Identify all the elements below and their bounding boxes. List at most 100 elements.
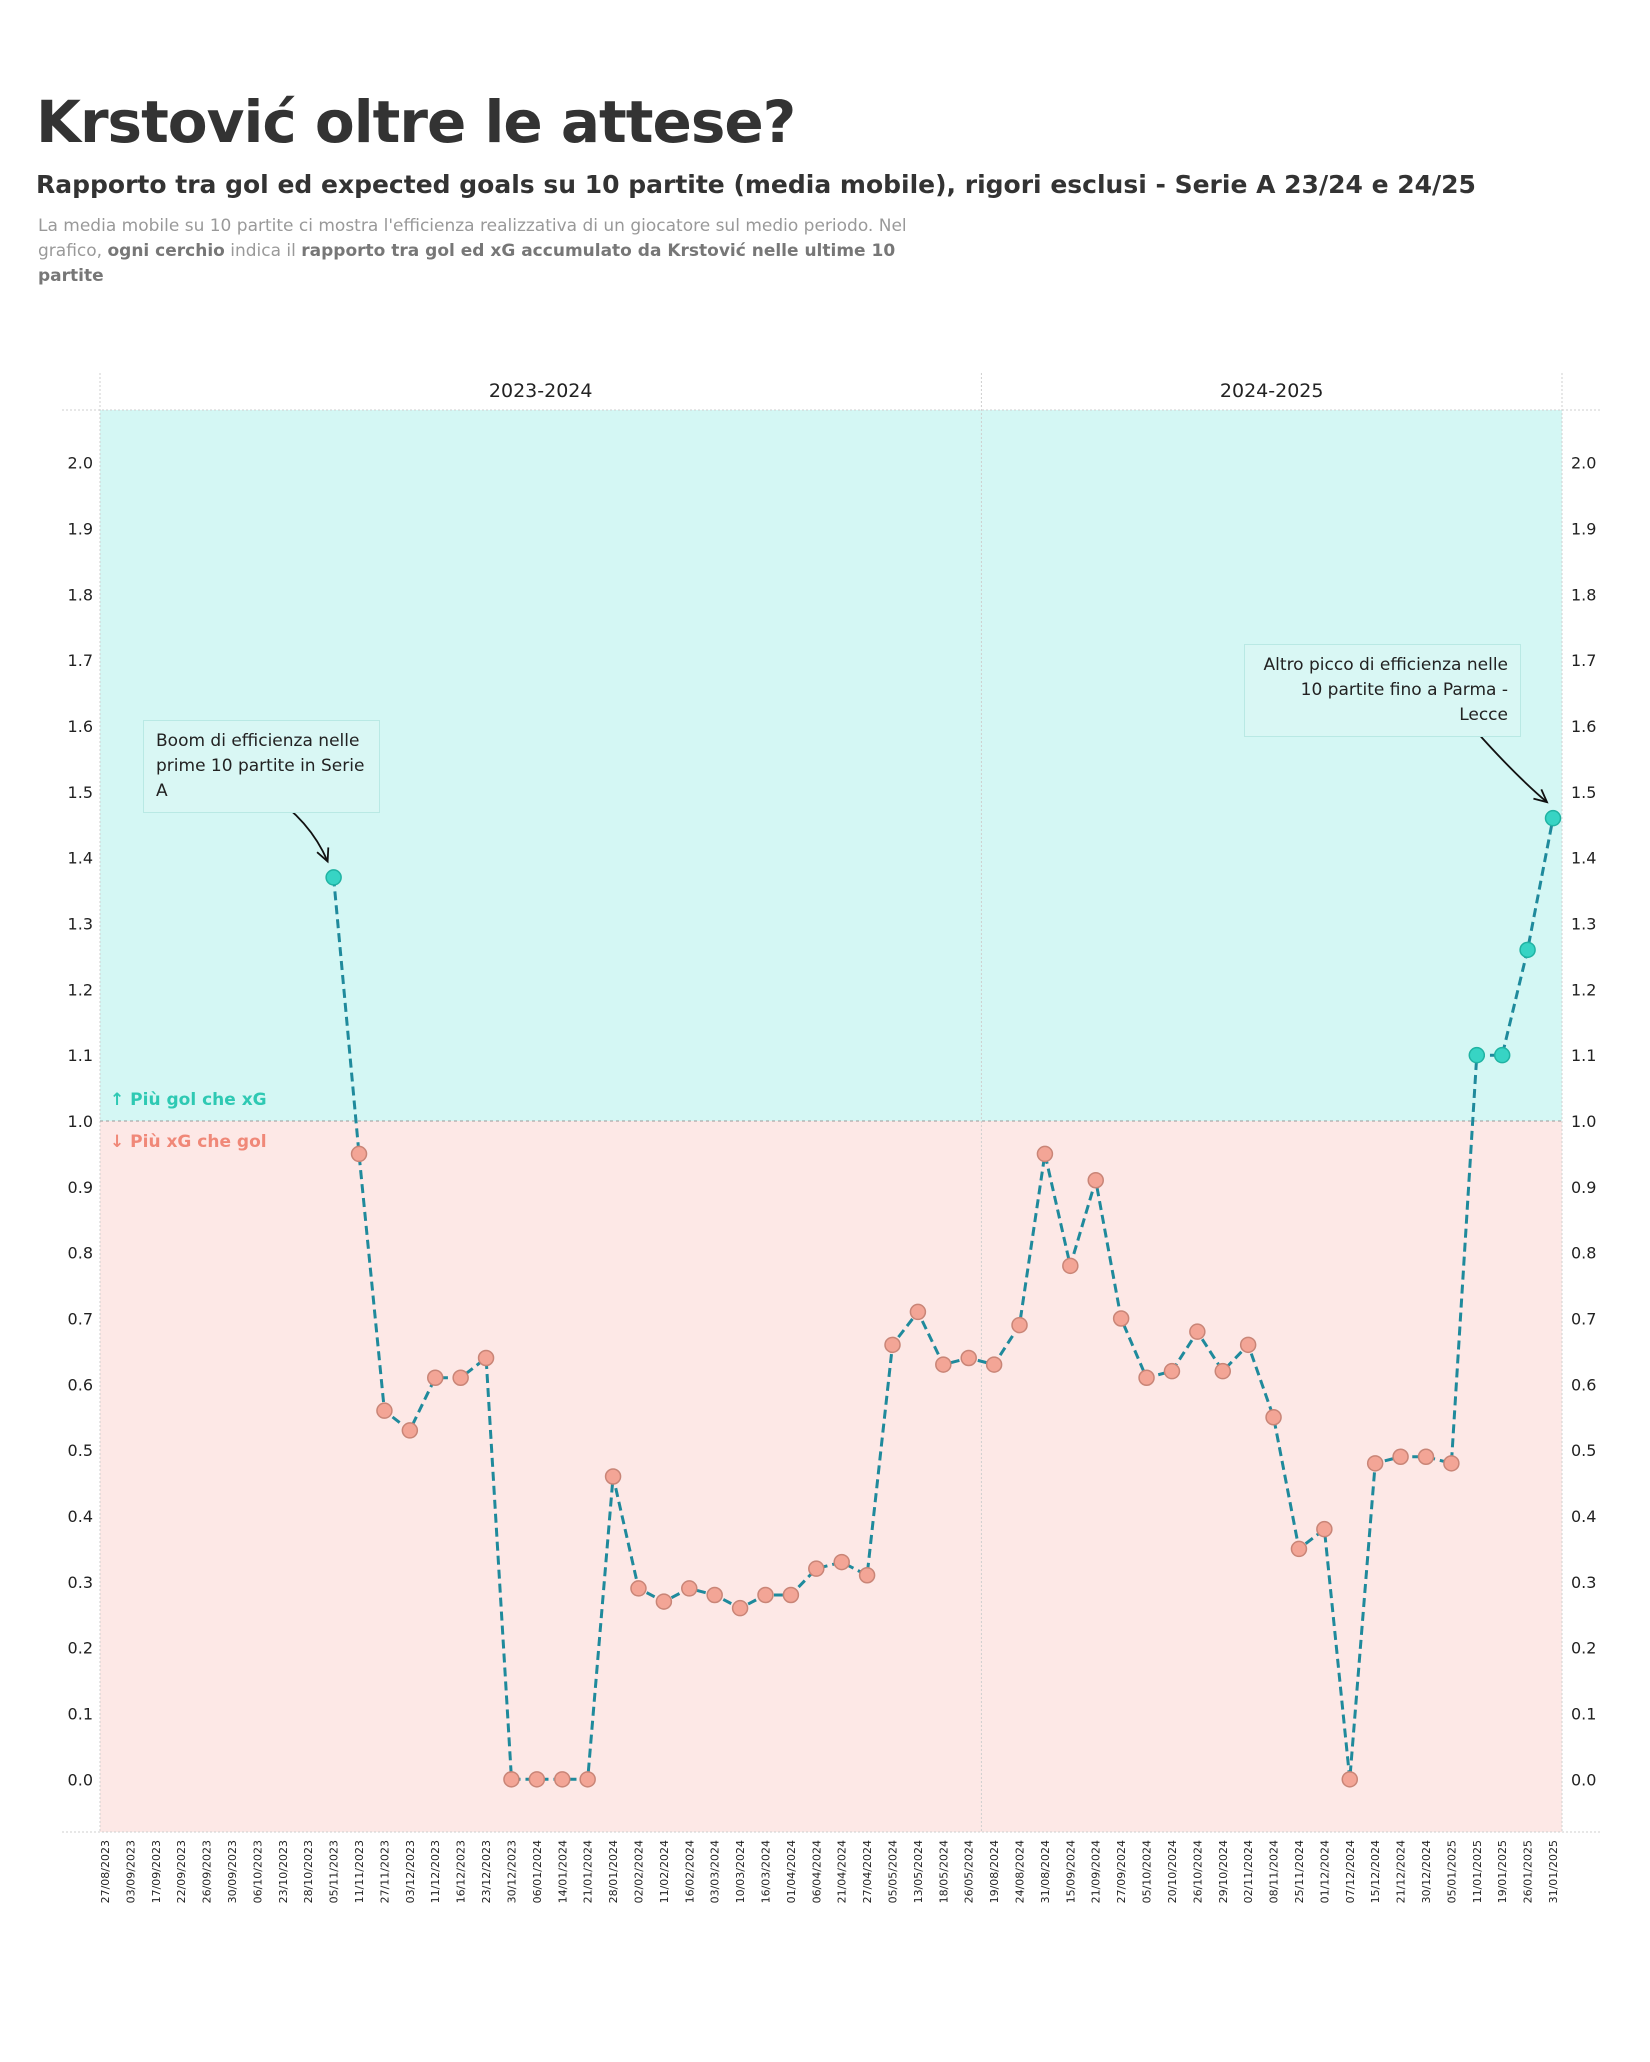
x-tick-label: 17/09/2023	[150, 1840, 163, 1903]
y-tick-left: 0.2	[68, 1639, 93, 1658]
x-tick-label: 26/05/2024	[963, 1840, 976, 1903]
x-tick-label: 08/11/2024	[1268, 1840, 1281, 1903]
annotation-right-line-1: Altro picco di efficienza nelle	[1263, 655, 1508, 675]
x-tick-label: 15/09/2024	[1064, 1840, 1077, 1903]
x-tick-label: 21/12/2024	[1395, 1840, 1408, 1903]
desc-bold-1: ogni cerchio	[107, 241, 225, 261]
x-tick-label: 06/10/2023	[251, 1840, 264, 1903]
data-point	[960, 1349, 977, 1367]
x-tick-label: 30/12/2023	[505, 1840, 518, 1903]
x-tick-label: 11/02/2024	[658, 1840, 671, 1903]
x-tick-label: 11/01/2025	[1471, 1840, 1484, 1903]
x-tick-label: 14/01/2024	[556, 1840, 569, 1903]
x-tick-label: 27/04/2024	[861, 1840, 874, 1903]
x-tick-label: 25/11/2024	[1293, 1840, 1306, 1903]
y-tick-right: 0.0	[1571, 1770, 1596, 1789]
data-point	[1062, 1257, 1079, 1275]
data-point	[706, 1586, 723, 1604]
x-tick-label: 16/02/2024	[683, 1840, 696, 1903]
x-tick-label: 05/10/2024	[1141, 1840, 1154, 1903]
data-point	[1239, 1336, 1257, 1354]
annotation-left-arrow-head	[316, 847, 330, 864]
data-point	[503, 1771, 520, 1788]
y-tick-right: 0.5	[1571, 1441, 1596, 1460]
annotation-right: Altro picco di efficienza nelle 10 parti…	[1244, 644, 1521, 737]
data-point	[1290, 1540, 1308, 1558]
y-tick-left: 0.6	[68, 1375, 93, 1394]
y-tick-right: 1.1	[1571, 1046, 1596, 1065]
data-point	[782, 1586, 800, 1604]
data-point	[554, 1771, 571, 1788]
x-tick-label: 30/09/2023	[226, 1840, 239, 1903]
x-tick-label: 27/08/2023	[99, 1840, 112, 1903]
x-tick-label: 26/01/2025	[1522, 1840, 1535, 1903]
annotation-left: Boom di efficienza nelle prime 10 partit…	[143, 720, 380, 813]
y-tick-left: 0.7	[68, 1310, 93, 1329]
data-point	[985, 1356, 1003, 1373]
data-point	[1011, 1316, 1028, 1334]
chart-subtitle: Rapporto tra gol ed expected goals su 10…	[36, 170, 1476, 199]
y-tick-right: 1.2	[1571, 980, 1596, 999]
y-tick-right: 1.4	[1571, 849, 1596, 868]
x-tick-label: 23/10/2023	[277, 1840, 290, 1903]
y-tick-left: 0.4	[68, 1507, 93, 1526]
x-tick-label: 13/05/2024	[912, 1840, 925, 1903]
y-tick-right: 0.7	[1571, 1310, 1596, 1329]
zone-label-down: ↓ Più xG che gol	[110, 1132, 267, 1152]
y-tick-left: 1.5	[68, 783, 93, 802]
x-tick-label: 21/04/2024	[836, 1840, 849, 1903]
data-point	[833, 1553, 850, 1571]
x-tick-label: 03/12/2023	[404, 1840, 417, 1903]
data-point	[579, 1771, 596, 1788]
x-tick-label: 19/08/2024	[988, 1840, 1001, 1903]
annotation-right-arrow	[1474, 729, 1548, 803]
x-tick-label: 31/01/2025	[1547, 1840, 1560, 1903]
x-tick-label: 02/11/2024	[1242, 1840, 1255, 1903]
data-point	[376, 1402, 393, 1419]
annotation-right-arrow-head	[1533, 789, 1549, 804]
chart-description: La media mobile su 10 partite ci mostra …	[38, 214, 938, 289]
x-tick-label: 11/12/2023	[429, 1840, 442, 1903]
x-tick-label: 16/03/2024	[759, 1840, 772, 1903]
data-point	[350, 1145, 368, 1163]
x-tick-label: 31/08/2024	[1039, 1840, 1052, 1903]
y-tick-left: 1.2	[68, 980, 93, 999]
data-point	[1316, 1520, 1333, 1538]
data-point	[1138, 1369, 1155, 1386]
x-tick-label: 27/11/2023	[378, 1840, 391, 1903]
data-point	[1443, 1455, 1460, 1472]
y-tick-left: 0.3	[68, 1573, 93, 1592]
data-point	[1214, 1362, 1232, 1380]
y-tick-left: 0.5	[68, 1441, 93, 1460]
x-tick-label: 07/12/2024	[1344, 1840, 1357, 1903]
x-tick-label: 01/12/2024	[1318, 1840, 1331, 1903]
y-tick-left: 1.4	[68, 849, 93, 868]
x-tick-label: 03/03/2024	[709, 1840, 722, 1903]
data-point	[1189, 1323, 1206, 1340]
x-tick-label: 03/09/2023	[124, 1840, 137, 1903]
y-tick-left: 0.0	[68, 1770, 93, 1789]
y-tick-right: 2.0	[1571, 454, 1596, 473]
x-tick-label: 10/03/2024	[734, 1840, 747, 1903]
y-tick-left: 1.8	[68, 585, 93, 604]
y-tick-left: 1.6	[68, 717, 93, 736]
y-tick-right: 0.9	[1571, 1178, 1596, 1197]
data-point	[681, 1580, 698, 1597]
x-tick-label: 29/10/2024	[1217, 1840, 1230, 1903]
season-label-1: 2023-2024	[489, 380, 593, 402]
x-tick-label: 11/11/2023	[353, 1840, 366, 1903]
y-tick-left: 2.0	[68, 454, 93, 473]
season-label-2: 2024-2025	[1220, 380, 1324, 402]
y-tick-right: 1.7	[1571, 651, 1596, 670]
annotation-left-line-1: Boom di efficienza nelle	[156, 731, 360, 751]
y-tick-right: 0.8	[1571, 1244, 1596, 1263]
x-tick-label: 19/01/2025	[1496, 1840, 1509, 1903]
x-tick-label: 26/09/2023	[201, 1840, 214, 1903]
data-point	[1087, 1172, 1104, 1189]
data-point	[858, 1567, 876, 1584]
data-point	[808, 1560, 825, 1577]
y-tick-right: 0.1	[1571, 1705, 1596, 1724]
y-tick-right: 0.3	[1571, 1573, 1596, 1592]
data-point	[325, 869, 342, 886]
